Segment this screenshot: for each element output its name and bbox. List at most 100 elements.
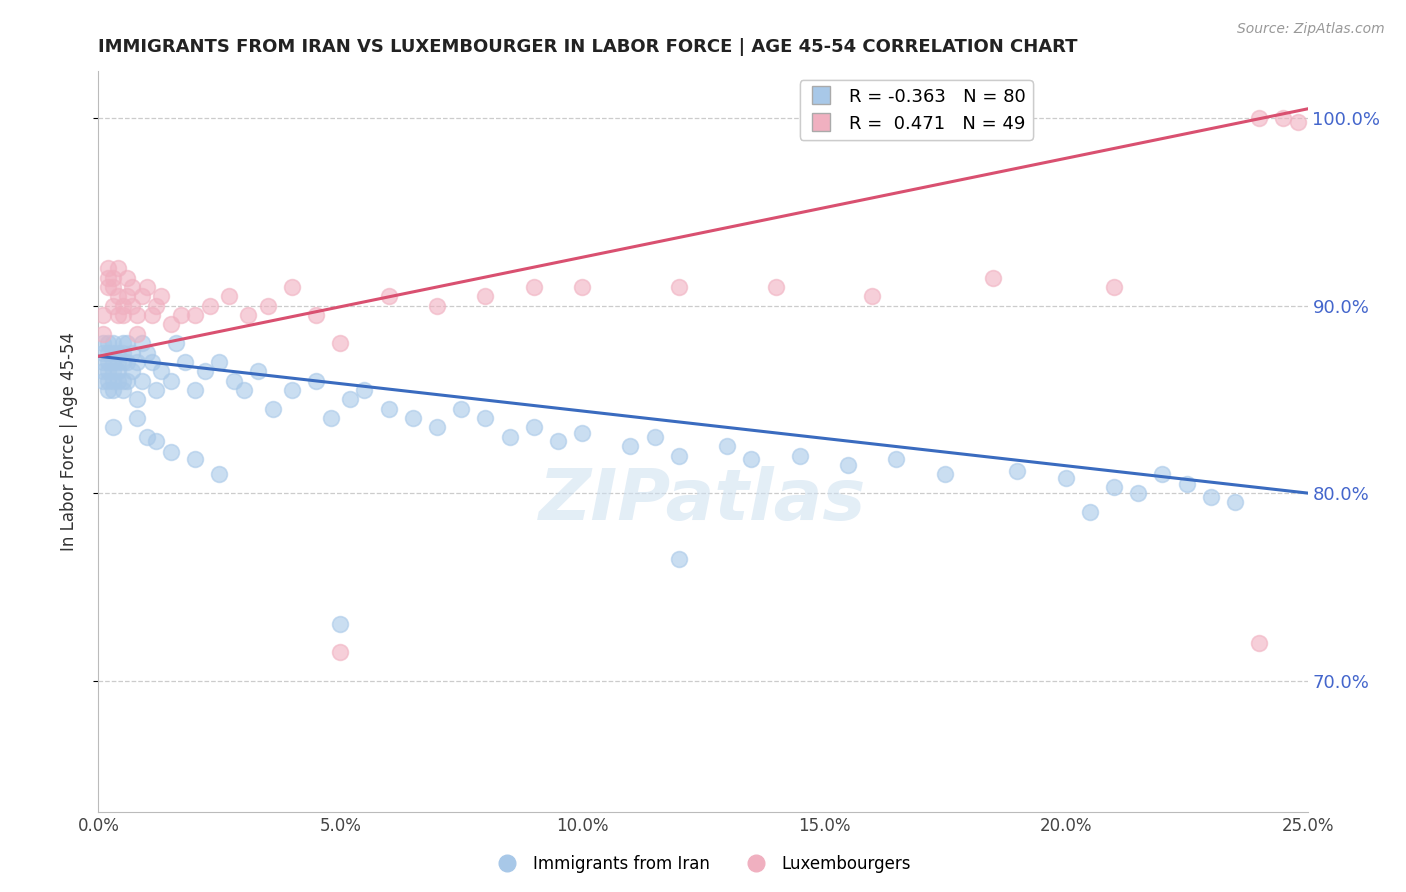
Point	[194, 364, 217, 378]
Point	[107, 374, 129, 388]
Point	[644, 430, 666, 444]
Point	[668, 551, 690, 566]
Point	[160, 374, 183, 388]
Point	[101, 345, 124, 359]
Point	[305, 308, 328, 322]
Point	[837, 458, 859, 472]
Point	[184, 452, 207, 467]
Point	[1054, 471, 1077, 485]
Point	[426, 420, 449, 434]
Point	[111, 383, 134, 397]
Point	[1249, 636, 1271, 650]
Point	[107, 355, 129, 369]
Point	[101, 383, 124, 397]
Point	[127, 308, 149, 322]
Point	[619, 439, 641, 453]
Point	[571, 280, 593, 294]
Point	[198, 299, 221, 313]
Point	[402, 411, 425, 425]
Point	[218, 289, 240, 303]
Point	[101, 355, 124, 369]
Point	[135, 430, 157, 444]
Point	[1152, 467, 1174, 482]
Point	[498, 430, 520, 444]
Point	[1286, 115, 1309, 129]
Point	[91, 336, 114, 351]
Point	[111, 345, 134, 359]
Point	[934, 467, 956, 482]
Point	[860, 289, 883, 303]
Point	[668, 280, 690, 294]
Point	[111, 336, 134, 351]
Point	[97, 383, 120, 397]
Point	[91, 364, 114, 378]
Point	[127, 326, 149, 341]
Point	[121, 299, 143, 313]
Point	[305, 374, 328, 388]
Point	[91, 308, 114, 322]
Point	[886, 452, 908, 467]
Point	[740, 452, 762, 467]
Point	[111, 308, 134, 322]
Point	[91, 374, 114, 388]
Point	[377, 401, 399, 416]
Point	[1102, 280, 1125, 294]
Legend: R = -0.363   N = 80, R =  0.471   N = 49: R = -0.363 N = 80, R = 0.471 N = 49	[800, 80, 1032, 140]
Point	[547, 434, 569, 448]
Point	[353, 383, 375, 397]
Point	[101, 420, 124, 434]
Point	[135, 345, 157, 359]
Point	[121, 280, 143, 294]
Point	[117, 336, 139, 351]
Point	[1272, 112, 1295, 126]
Point	[107, 364, 129, 378]
Point	[262, 401, 284, 416]
Point	[716, 439, 738, 453]
Point	[101, 280, 124, 294]
Point	[101, 336, 124, 351]
Point	[474, 411, 496, 425]
Point	[571, 426, 593, 441]
Point	[97, 345, 120, 359]
Point	[141, 308, 163, 322]
Point	[127, 355, 149, 369]
Point	[131, 374, 153, 388]
Point	[281, 383, 304, 397]
Point	[97, 374, 120, 388]
Point	[117, 289, 139, 303]
Point	[135, 280, 157, 294]
Point	[150, 364, 173, 378]
Legend: Immigrants from Iran, Luxembourgers: Immigrants from Iran, Luxembourgers	[488, 848, 918, 880]
Point	[160, 445, 183, 459]
Point	[111, 355, 134, 369]
Point	[101, 364, 124, 378]
Point	[91, 345, 114, 359]
Point	[668, 449, 690, 463]
Point	[107, 289, 129, 303]
Point	[222, 374, 245, 388]
Point	[97, 280, 120, 294]
Point	[256, 299, 278, 313]
Point	[145, 383, 167, 397]
Point	[145, 434, 167, 448]
Text: IMMIGRANTS FROM IRAN VS LUXEMBOURGER IN LABOR FORCE | AGE 45-54 CORRELATION CHAR: IMMIGRANTS FROM IRAN VS LUXEMBOURGER IN …	[98, 38, 1078, 56]
Point	[107, 308, 129, 322]
Point	[165, 336, 187, 351]
Point	[131, 289, 153, 303]
Point	[339, 392, 361, 407]
Point	[765, 280, 787, 294]
Point	[1199, 490, 1222, 504]
Point	[97, 355, 120, 369]
Point	[169, 308, 191, 322]
Point	[107, 345, 129, 359]
Point	[281, 280, 304, 294]
Point	[121, 364, 143, 378]
Point	[111, 299, 134, 313]
Point	[329, 617, 352, 632]
Point	[101, 299, 124, 313]
Point	[232, 383, 254, 397]
Point	[238, 308, 260, 322]
Point	[1007, 464, 1029, 478]
Point	[150, 289, 173, 303]
Point	[97, 261, 120, 276]
